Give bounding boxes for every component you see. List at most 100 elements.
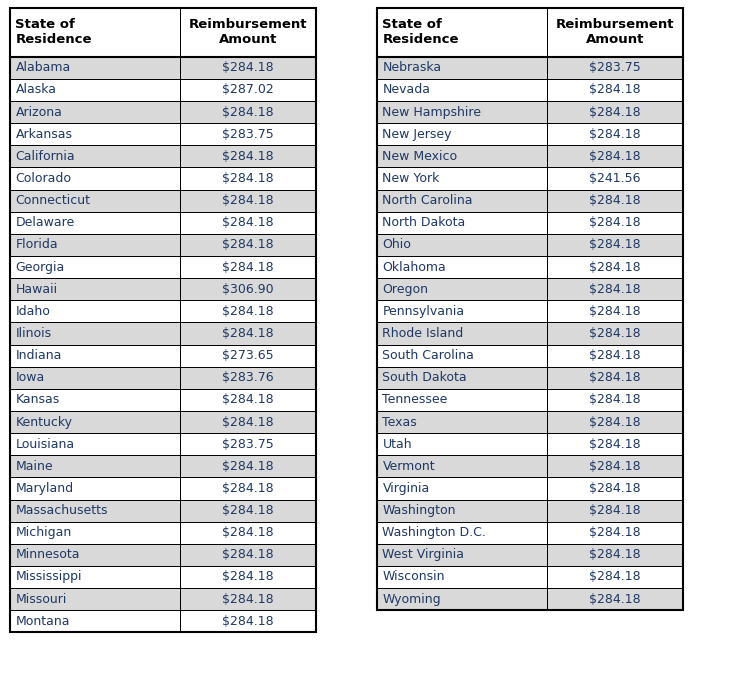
Text: Nebraska: Nebraska xyxy=(382,61,442,74)
Bar xyxy=(547,79,683,101)
Text: Pennsylvania: Pennsylvania xyxy=(382,305,465,318)
Bar xyxy=(180,212,316,234)
Text: Colorado: Colorado xyxy=(15,172,71,185)
Bar xyxy=(377,455,547,477)
Bar xyxy=(377,212,547,234)
Bar xyxy=(180,544,316,566)
Bar xyxy=(10,544,180,566)
Bar xyxy=(377,367,547,389)
Text: $284.18: $284.18 xyxy=(222,105,274,119)
Bar xyxy=(547,123,683,145)
Text: New Jersey: New Jersey xyxy=(382,128,452,140)
Text: South Carolina: South Carolina xyxy=(382,349,474,362)
Bar xyxy=(377,433,547,455)
Bar xyxy=(377,477,547,500)
Bar xyxy=(180,367,316,389)
Bar xyxy=(180,8,316,57)
Text: $284.18: $284.18 xyxy=(222,416,274,429)
Text: $241.56: $241.56 xyxy=(589,172,641,185)
Text: Hawaii: Hawaii xyxy=(15,283,57,296)
Bar xyxy=(547,256,683,278)
Text: $284.18: $284.18 xyxy=(589,482,641,495)
Bar xyxy=(547,522,683,544)
Bar xyxy=(377,256,547,278)
Text: Maryland: Maryland xyxy=(15,482,73,495)
Bar xyxy=(180,588,316,610)
Bar xyxy=(377,234,547,256)
Text: Minnesota: Minnesota xyxy=(15,548,80,562)
Text: Arizona: Arizona xyxy=(15,105,62,119)
Bar xyxy=(547,190,683,212)
Bar xyxy=(377,544,547,566)
Bar xyxy=(547,234,683,256)
Text: $284.18: $284.18 xyxy=(589,570,641,583)
Text: Alabama: Alabama xyxy=(15,61,70,74)
Bar xyxy=(10,500,180,522)
Text: Washington D.C.: Washington D.C. xyxy=(382,526,487,539)
Bar xyxy=(377,522,547,544)
Text: $284.18: $284.18 xyxy=(589,194,641,207)
Bar xyxy=(180,234,316,256)
Text: $284.18: $284.18 xyxy=(589,327,641,340)
Text: Virginia: Virginia xyxy=(382,482,429,495)
Bar xyxy=(377,145,547,167)
Text: $283.75: $283.75 xyxy=(589,61,641,74)
Bar xyxy=(180,389,316,411)
Text: Wyoming: Wyoming xyxy=(382,593,441,605)
Text: $284.18: $284.18 xyxy=(222,526,274,539)
Text: Missouri: Missouri xyxy=(15,593,67,605)
Text: $284.18: $284.18 xyxy=(222,460,274,472)
Text: $284.18: $284.18 xyxy=(589,371,641,384)
Text: Louisiana: Louisiana xyxy=(15,437,75,451)
Bar xyxy=(547,300,683,323)
Text: $284.18: $284.18 xyxy=(589,460,641,472)
Bar xyxy=(180,256,316,278)
Bar xyxy=(547,544,683,566)
Bar xyxy=(180,433,316,455)
Text: South Dakota: South Dakota xyxy=(382,371,467,384)
Text: $284.18: $284.18 xyxy=(222,172,274,185)
Text: $283.76: $283.76 xyxy=(222,371,274,384)
Text: Connecticut: Connecticut xyxy=(15,194,90,207)
Text: North Carolina: North Carolina xyxy=(382,194,473,207)
Text: Kansas: Kansas xyxy=(15,394,59,406)
Bar xyxy=(10,433,180,455)
Text: North Dakota: North Dakota xyxy=(382,216,465,230)
Text: $287.02: $287.02 xyxy=(222,84,274,97)
Text: $284.18: $284.18 xyxy=(589,416,641,429)
Text: Washington: Washington xyxy=(382,504,456,517)
Bar xyxy=(180,190,316,212)
Bar xyxy=(10,101,180,123)
Text: Rhode Island: Rhode Island xyxy=(382,327,464,340)
Bar xyxy=(180,300,316,323)
Bar xyxy=(180,278,316,300)
Bar xyxy=(10,389,180,411)
Text: $284.18: $284.18 xyxy=(222,593,274,605)
Text: Iowa: Iowa xyxy=(15,371,45,384)
Text: $284.18: $284.18 xyxy=(589,437,641,451)
Text: $284.18: $284.18 xyxy=(222,327,274,340)
Bar xyxy=(547,344,683,367)
Text: $284.18: $284.18 xyxy=(589,526,641,539)
Text: Oklahoma: Oklahoma xyxy=(382,261,446,273)
Bar xyxy=(10,477,180,500)
Bar xyxy=(10,190,180,212)
Bar xyxy=(10,323,180,344)
Text: $284.18: $284.18 xyxy=(589,504,641,517)
Text: New Mexico: New Mexico xyxy=(382,150,457,163)
Bar xyxy=(377,123,547,145)
Bar xyxy=(547,411,683,433)
Bar xyxy=(547,145,683,167)
Text: Mississippi: Mississippi xyxy=(15,570,82,583)
Text: $284.18: $284.18 xyxy=(222,615,274,628)
Bar xyxy=(180,344,316,367)
Bar xyxy=(377,500,547,522)
Text: Indiana: Indiana xyxy=(15,349,62,362)
Text: Georgia: Georgia xyxy=(15,261,65,273)
Bar xyxy=(377,167,547,190)
Text: Oregon: Oregon xyxy=(382,283,429,296)
Text: $283.75: $283.75 xyxy=(222,437,274,451)
Text: Reimbursement
Amount: Reimbursement Amount xyxy=(189,18,307,47)
Text: $284.18: $284.18 xyxy=(222,150,274,163)
Bar xyxy=(377,389,547,411)
